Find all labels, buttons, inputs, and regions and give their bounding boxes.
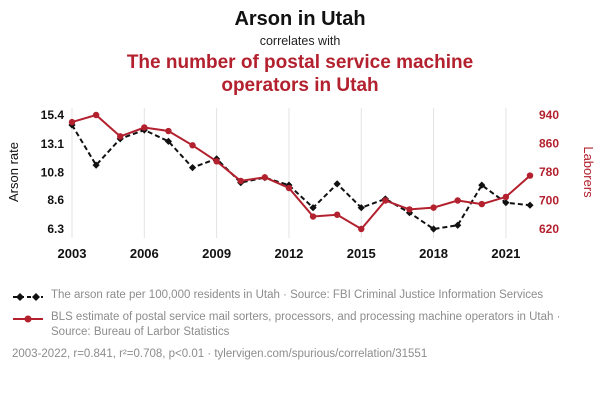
- svg-text:2021: 2021: [491, 246, 520, 261]
- svg-text:2006: 2006: [130, 246, 159, 261]
- subtitle: correlates with: [259, 34, 341, 48]
- page-title: Arson in Utah: [234, 8, 366, 30]
- legend-item-postal: BLS estimate of postal service mail sort…: [12, 310, 588, 340]
- chart-header: Arson in Utah correlates with The number…: [6, 8, 594, 98]
- svg-text:8.6: 8.6: [47, 193, 64, 207]
- red-line-dot-icon: [13, 315, 43, 323]
- svg-text:780: 780: [539, 165, 559, 179]
- chart-area: 2003 2006 2009 2012 2015 2018 2021 6.3 8.6 10.8 13…: [6, 100, 596, 275]
- svg-text:620: 620: [539, 222, 559, 236]
- footer-citation: 2003-2022, r=0.841, r²=0.708, p<0.01 · t…: [12, 348, 428, 361]
- svg-text:2018: 2018: [419, 246, 448, 261]
- svg-text:860: 860: [539, 136, 559, 150]
- legend-label-postal: BLS estimate of postal service mail sort…: [51, 310, 561, 338]
- svg-text:6.3: 6.3: [47, 222, 64, 236]
- black-dashed-diamond-icon: [13, 292, 43, 301]
- legend-label-arson: The arson rate per 100,000 residents in …: [51, 288, 544, 301]
- svg-text:2015: 2015: [347, 246, 376, 261]
- correlation-chart: 2003 2006 2009 2012 2015 2018 2021 6.3 8.6 10.8 13…: [6, 108, 596, 261]
- svg-text:2003: 2003: [58, 246, 87, 261]
- svg-text:700: 700: [539, 193, 559, 207]
- legend: The arson rate per 100,000 residents in …: [6, 281, 594, 340]
- svg-text:13.1: 13.1: [41, 136, 65, 150]
- legend-item-arson: The arson rate per 100,000 residents in …: [12, 288, 588, 303]
- svg-text:2009: 2009: [202, 246, 231, 261]
- svg-text:Arson rate: Arson rate: [6, 142, 21, 202]
- svg-text:Laborers: Laborers: [581, 146, 594, 198]
- svg-text:10.8: 10.8: [41, 165, 65, 179]
- svg-text:2012: 2012: [274, 246, 303, 261]
- svg-text:940: 940: [539, 108, 559, 122]
- svg-text:15.4: 15.4: [41, 108, 65, 122]
- highlight-title: The number of postal service machine ope…: [126, 52, 474, 96]
